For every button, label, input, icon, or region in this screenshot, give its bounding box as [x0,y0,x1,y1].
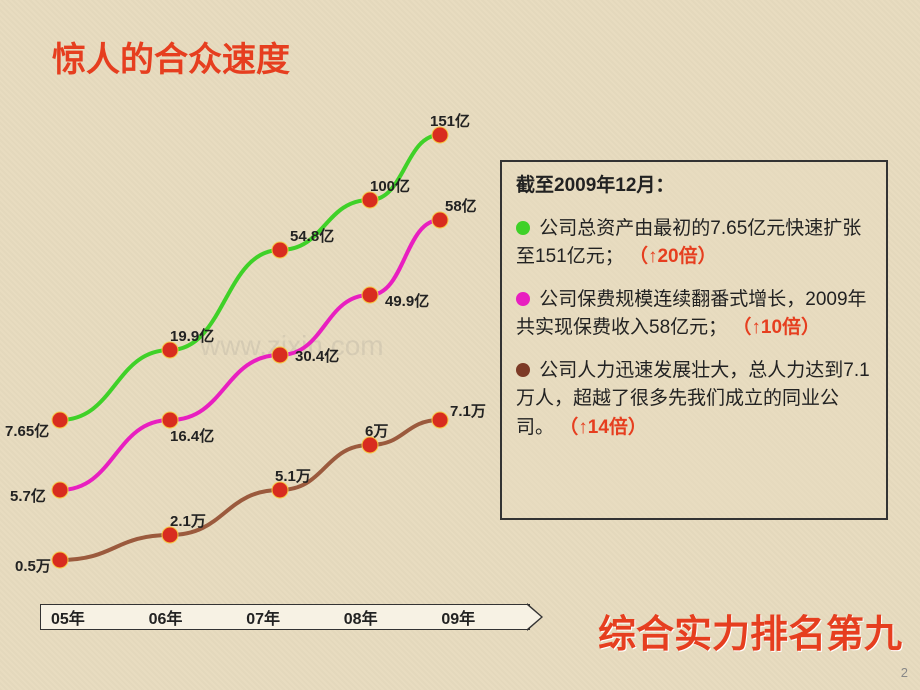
data-label: 6万 [365,420,388,441]
chart-svg [40,120,490,595]
data-point [432,412,448,428]
info-item: 公司人力迅速发展壮大，总人力达到7.1万人，超越了很多先我们成立的同业公司。 （… [516,357,872,443]
x-axis-label: 08年 [334,605,432,629]
multiplier: （↑10倍） [732,317,820,338]
x-axis-label: 06年 [139,605,237,629]
data-label: 30.4亿 [295,345,339,366]
x-axis: 05年06年07年08年09年 [40,604,530,630]
data-point [52,412,68,428]
data-label: 54.8亿 [290,225,334,246]
data-label: 5.1万 [275,465,311,486]
axis-arrow-icon [527,603,543,631]
data-label: 19.9亿 [170,325,214,346]
bullet-dot-icon [516,221,530,235]
page-number: 2 [901,665,908,680]
data-label: 7.1万 [450,400,486,421]
data-label: 100亿 [370,175,410,196]
data-label: 16.4亿 [170,425,214,446]
page-title: 惊人的合众速度 [52,32,290,81]
info-header: 截至2009年12月： [516,172,872,201]
series-line-workforce [60,420,440,560]
ranking-text: 综合实力排名第九 [598,603,902,658]
info-item: 公司保费规模连续翻番式增长，2009年共实现保费收入58亿元； （↑10倍） [516,286,872,343]
data-label: 0.5万 [15,555,51,576]
bullet-dot-icon [516,292,530,306]
data-point [362,287,378,303]
bullet-dot-icon [516,363,530,377]
data-label: 2.1万 [170,510,206,531]
x-axis-label: 05年 [41,605,139,629]
x-axis-label: 09年 [431,605,529,629]
data-point [272,242,288,258]
line-chart: 7.65亿19.9亿54.8亿100亿151亿5.7亿16.4亿30.4亿49.… [40,120,490,630]
data-label: 49.9亿 [385,290,429,311]
data-point [272,347,288,363]
info-box: 截至2009年12月： 公司总资产由最初的7.65亿元快速扩张至151亿元； （… [500,160,888,520]
data-point [52,482,68,498]
data-label: 151亿 [430,110,470,131]
data-point [52,552,68,568]
data-label: 7.65亿 [5,420,49,441]
x-axis-label: 07年 [236,605,334,629]
info-item: 公司总资产由最初的7.65亿元快速扩张至151亿元； （↑20倍） [516,215,872,272]
multiplier: （↑20倍） [629,246,717,267]
multiplier: （↑14倍） [559,417,647,438]
data-label: 58亿 [445,195,477,216]
data-label: 5.7亿 [10,485,46,506]
